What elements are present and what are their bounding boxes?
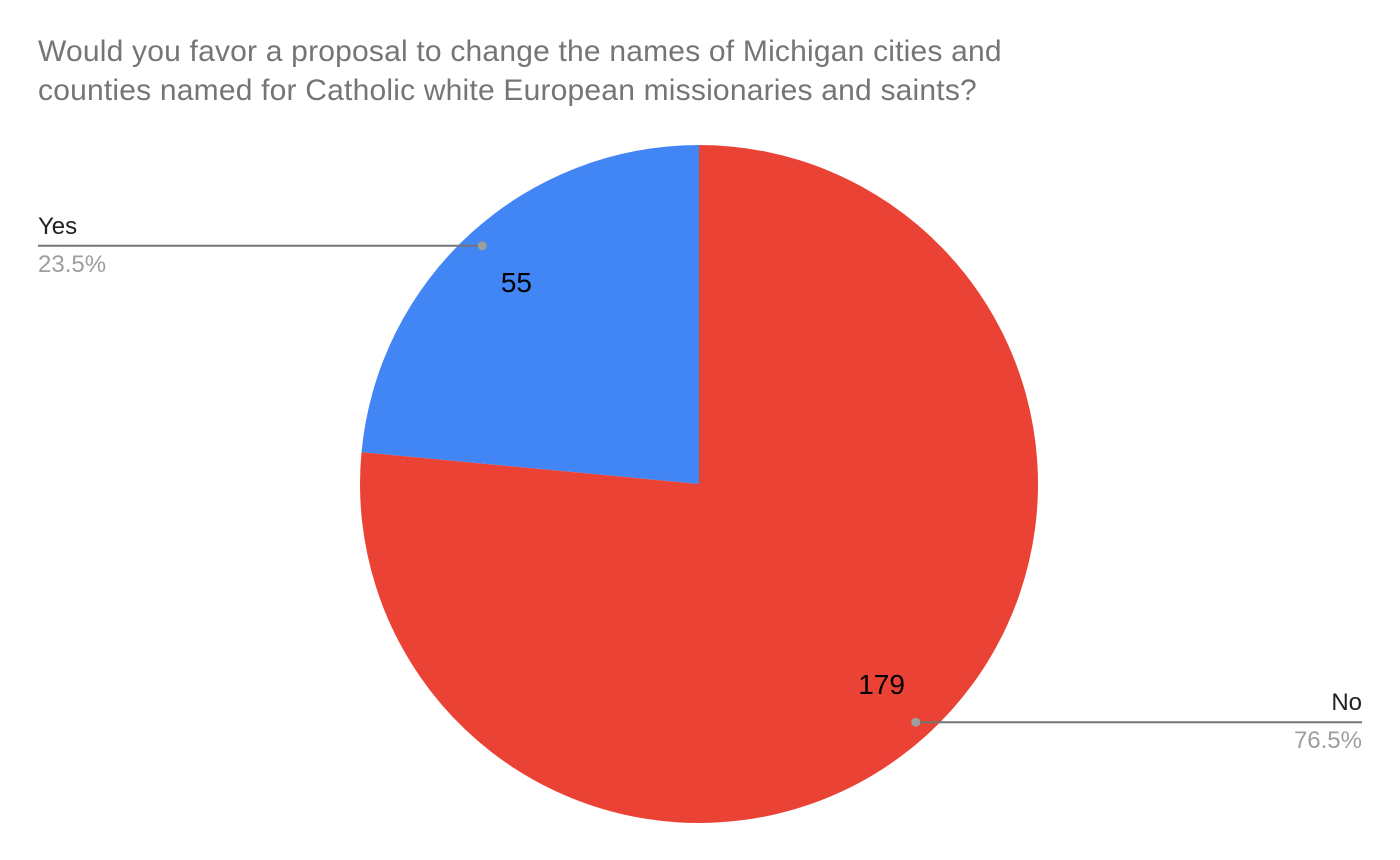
chart-title-line-2: counties named for Catholic white Europe… [38,74,977,107]
callout-no-percent: 76.5% [1293,727,1362,754]
callout-dot-yes [477,241,487,251]
chart-title: Would you favor a proposal to change the… [38,32,1002,110]
slice-value-no: 179 [858,668,905,700]
chart-title-line-1: Would you favor a proposal to change the… [38,35,1002,68]
callout-yes-percent: 23.5% [38,251,107,278]
pie-slice-no[interactable] [360,145,1039,823]
callout-yes-label: Yes [38,213,78,240]
slice-value-yes: 55 [500,267,533,299]
callout-dot-no [911,717,921,727]
pie-slice-yes[interactable] [361,145,700,484]
callout-no-label: No [1331,689,1362,716]
